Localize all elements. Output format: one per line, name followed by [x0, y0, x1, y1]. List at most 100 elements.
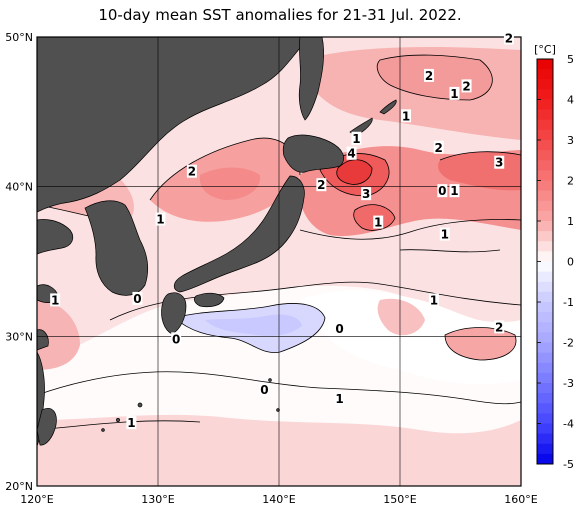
colorbar-segment — [537, 190, 553, 202]
colorbar-segment — [537, 312, 553, 323]
contour-label: 1 — [335, 392, 343, 406]
contour-label-bg — [334, 392, 345, 406]
colorbar-tick-label: -5 — [563, 458, 574, 471]
colorbar-segment — [537, 423, 553, 435]
lon-tick-label: 140°E — [262, 493, 295, 506]
contour-label-bg — [334, 321, 345, 335]
contour-label: 0 — [260, 383, 268, 397]
colorbar-segment — [537, 453, 553, 465]
colorbar-segment — [537, 362, 553, 374]
colorbar-segment — [537, 302, 553, 313]
contour-label-bg — [401, 109, 412, 123]
contour-label: 1 — [450, 184, 458, 198]
colorbar-segment — [537, 109, 553, 121]
colorbar-segment — [537, 221, 553, 232]
contour-label-bg — [126, 416, 137, 430]
colorbar-segment — [537, 231, 553, 242]
contour-label: 1 — [352, 132, 360, 146]
colorbar-segment — [537, 251, 553, 262]
contour-label-bg — [316, 178, 327, 192]
colorbar-segment — [537, 140, 553, 151]
contour-label-bg — [494, 320, 505, 334]
lat-tick-label: 30°N — [5, 330, 33, 343]
plot-frame — [36, 36, 522, 487]
colorbar: 5 4 3 2 1 0 -1 -2 -3 -4 -5 [°C] — [534, 43, 574, 471]
colorbar-segment — [537, 433, 553, 445]
contour-label-bg — [449, 86, 460, 100]
colorbar-segment — [537, 332, 553, 343]
contour-label-bg — [186, 164, 197, 178]
colorbar-segment — [537, 413, 553, 424]
contour-label-bg — [373, 215, 384, 229]
contour-label-bg — [449, 184, 460, 198]
contour-label-bg — [494, 155, 505, 169]
contour-label: 0 — [172, 332, 180, 346]
colorbar-tick-label: -3 — [563, 377, 574, 390]
contour-label: 2 — [505, 31, 513, 45]
contour-label: 1 — [51, 293, 59, 307]
lon-tick-label: 120°E — [20, 493, 53, 506]
contour-label: 2 — [317, 178, 325, 192]
contour-label: 1 — [127, 416, 135, 430]
lon-tick-label: 130°E — [141, 493, 174, 506]
colorbar-segment — [537, 170, 553, 181]
colorbar-tick-label: 1 — [567, 215, 574, 228]
contour-label: 0 — [133, 292, 141, 306]
contour-label-bg — [461, 79, 472, 93]
colorbar-segment — [537, 322, 553, 333]
colorbar-segment — [537, 59, 553, 70]
colorbar-segment — [537, 352, 553, 364]
land — [36, 36, 397, 447]
contour-label-bg — [171, 332, 182, 346]
colorbar-segment — [537, 271, 553, 283]
lat-tick-label: 40°N — [5, 181, 33, 194]
contour-label-bg — [437, 184, 448, 198]
contour-label: 1 — [441, 228, 449, 242]
contour-label: 4 — [347, 147, 355, 161]
colorbar-tick-label: 2 — [567, 175, 574, 188]
colorbar-segment — [537, 129, 553, 141]
colorbar-tick-label: -2 — [563, 337, 574, 350]
colorbar-tick-label: -4 — [563, 418, 574, 431]
contour-label-bg — [155, 212, 166, 226]
lat-tick-label: 50°N — [5, 31, 33, 44]
contour-label: 3 — [495, 156, 503, 170]
colorbar-segment — [537, 261, 553, 273]
lon-tick-label: 150°E — [383, 493, 416, 506]
contour-label: 1 — [156, 213, 164, 227]
contour-lines — [37, 54, 521, 431]
contour-label-bg — [361, 187, 372, 201]
contour-label-bg — [433, 140, 444, 154]
colorbar-segment — [537, 79, 553, 90]
contour-label-bg — [424, 68, 435, 82]
colorbar-segment — [537, 150, 553, 161]
colorbar-segment — [537, 291, 553, 303]
contour-label: 1 — [450, 87, 458, 101]
colorbar-tick-label: 5 — [567, 53, 574, 66]
contour-label: 2 — [425, 69, 433, 83]
colorbar-segment — [537, 160, 553, 171]
contour-label: 1 — [374, 216, 382, 230]
colorbar-segment — [537, 69, 553, 80]
colorbar-segment — [537, 281, 553, 293]
contour-label-bg — [439, 227, 450, 241]
colorbar-segment — [537, 372, 553, 384]
map-title: 10-day mean SST anomalies for 21-31 Jul.… — [98, 6, 462, 24]
contour-label-bg — [346, 146, 357, 160]
colorbar-segment — [537, 241, 553, 252]
contour-label: 0 — [438, 184, 446, 198]
colorbar-segment — [537, 443, 553, 455]
contour-label-bg — [351, 131, 362, 145]
colorbar-segment — [537, 403, 553, 414]
colorbar-segment — [537, 89, 553, 100]
colorbar-tick-label: 4 — [567, 94, 574, 107]
colorbar-segment — [537, 119, 553, 131]
colorbar-segment — [537, 99, 553, 111]
colorbar-segment — [537, 342, 553, 354]
contour-label: 2 — [435, 141, 443, 155]
contour-label: 2 — [462, 79, 470, 93]
colorbar-tick-label: 0 — [567, 256, 574, 269]
colorbar-segment — [537, 180, 553, 192]
